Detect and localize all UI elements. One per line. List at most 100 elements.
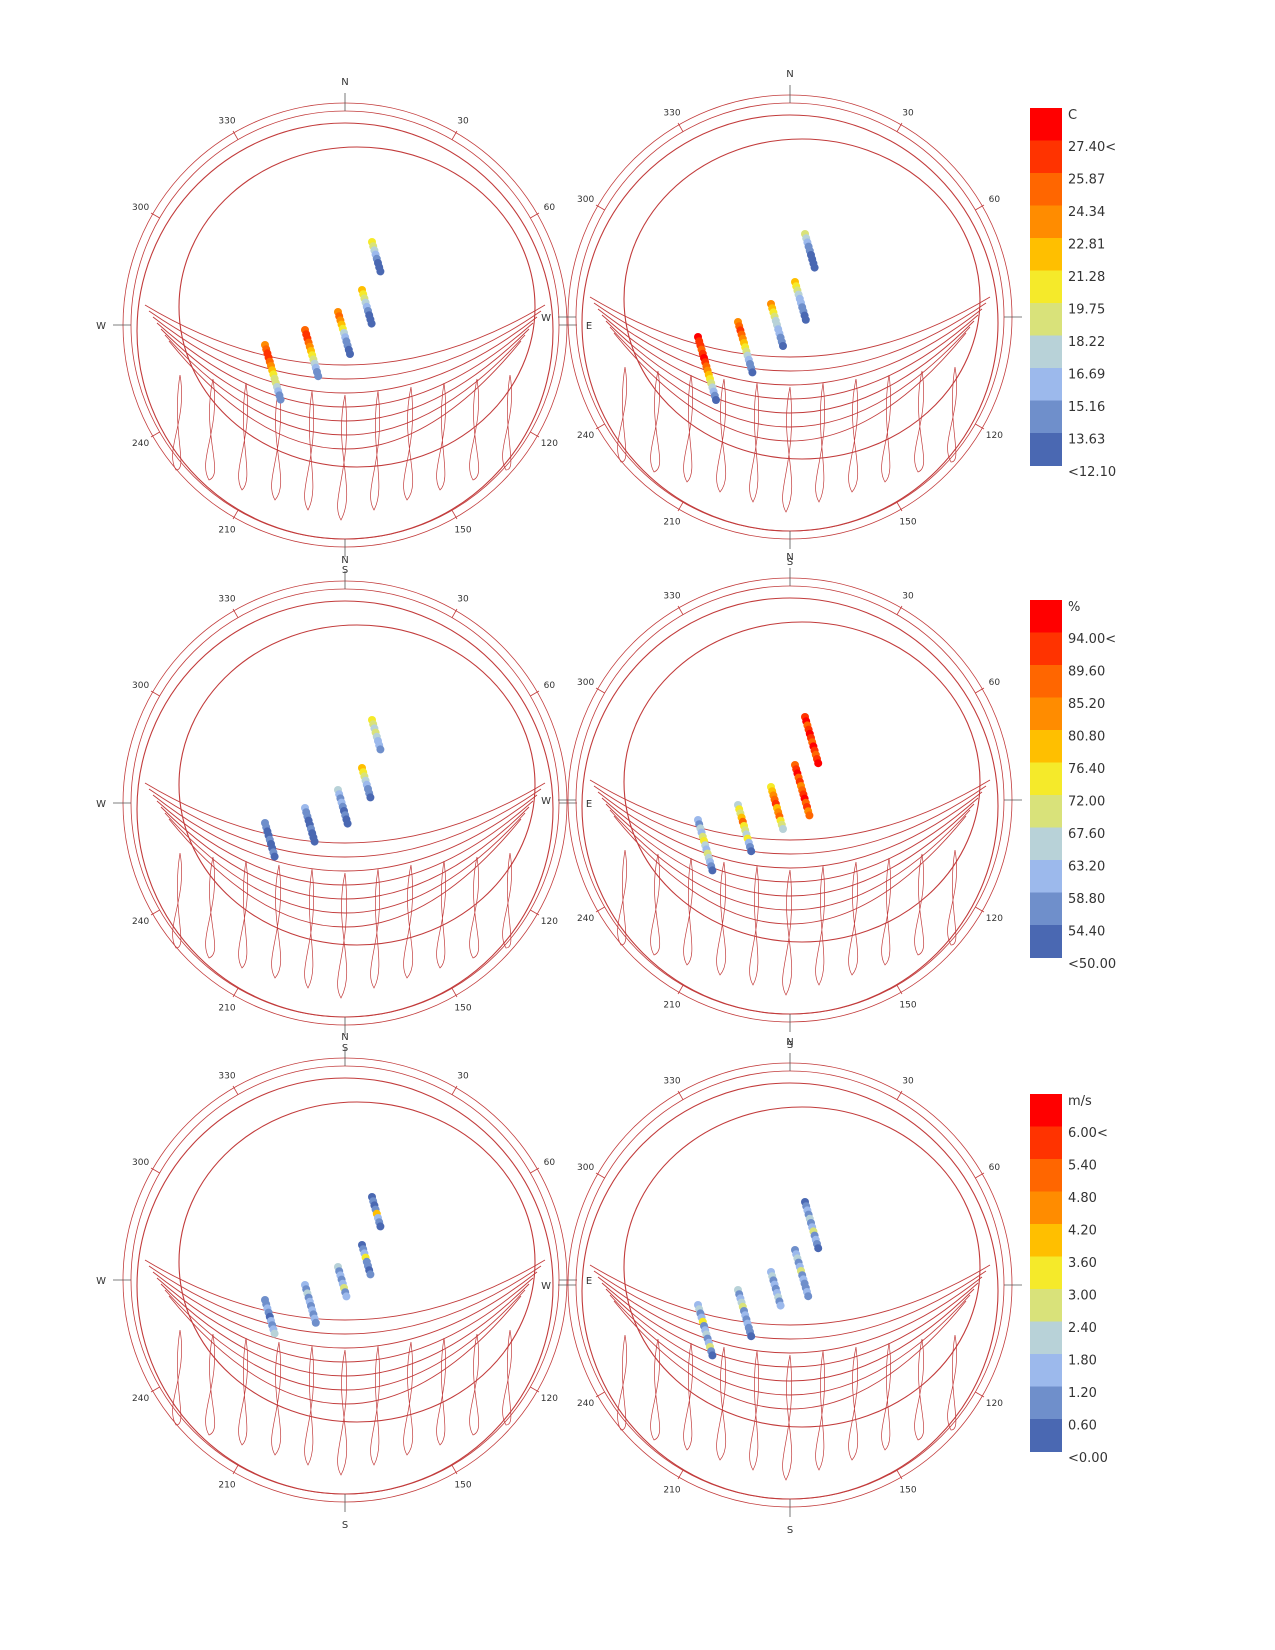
compass-degree-30: 30	[902, 109, 914, 119]
compass-tick	[595, 687, 605, 694]
compass-degree-210: 210	[663, 1000, 680, 1010]
compass-label-e: E	[586, 1276, 592, 1287]
hour-analemma	[205, 856, 216, 959]
hour-analemma	[205, 378, 216, 481]
compass-degree-300: 300	[577, 1163, 594, 1173]
altitude-arc	[605, 320, 975, 414]
legend-label: 0.60	[1068, 1419, 1097, 1434]
hour-analemma	[238, 1337, 248, 1446]
compass-label-w: W	[96, 799, 106, 810]
compass-tick	[677, 1470, 684, 1480]
hour-analemma	[683, 1342, 693, 1451]
legend-label: 2.40	[1068, 1321, 1097, 1336]
compass-label-w: W	[96, 321, 106, 332]
compass-tick	[451, 510, 458, 520]
compass-tick	[451, 1085, 458, 1095]
data-track-4	[358, 764, 375, 802]
altitude-arc	[601, 1282, 979, 1368]
compass-degree-210: 210	[218, 1480, 235, 1490]
data-point	[342, 1292, 351, 1301]
altitude-arc	[144, 782, 546, 844]
legend-unit: %	[1068, 600, 1080, 615]
legend-swatch	[1030, 925, 1062, 958]
data-track-3	[767, 1268, 785, 1310]
compass-degree-300: 300	[132, 1158, 149, 1168]
legend-label: 6.00<	[1068, 1126, 1108, 1141]
data-point	[708, 1351, 717, 1360]
compass-tick	[677, 605, 684, 615]
altitude-arc	[613, 1300, 967, 1410]
compass-tick	[896, 605, 903, 615]
hour-analemma	[881, 857, 891, 966]
hour-analemma	[403, 1341, 414, 1456]
legend-swatch	[1030, 1289, 1062, 1322]
data-point	[314, 372, 323, 381]
sun-path-dome-wind-1: N S E W 30 60 120 150 210 240 300 330	[96, 1032, 592, 1531]
data-track-2	[301, 326, 323, 381]
compass-tick	[677, 502, 684, 512]
compass-tick	[975, 1391, 985, 1398]
compass-degree-240: 240	[577, 1399, 594, 1409]
altitude-arc	[164, 812, 526, 914]
data-track-3	[334, 308, 354, 358]
data-point	[810, 263, 819, 272]
hour-analemma	[815, 1350, 825, 1471]
compass-degree-150: 150	[454, 525, 471, 535]
hour-analemma	[782, 869, 793, 996]
legend-swatch	[1030, 238, 1062, 271]
legend-label: 27.40<	[1068, 140, 1116, 155]
legend-swatch	[1030, 335, 1062, 369]
compass-degree-210: 210	[218, 525, 235, 535]
altitude-arc	[597, 1276, 983, 1354]
compass-degree-300: 300	[577, 195, 594, 205]
hour-analemma	[403, 386, 414, 501]
hour-analemma	[370, 1345, 380, 1466]
data-track-2	[734, 318, 757, 377]
legend-wind: m/s 6.00< 5.40 4.80 4.20 3.60 3.00 2.40 1.80 1.20…	[1030, 1094, 1140, 1474]
compass-label-n: N	[341, 77, 348, 88]
altitude-arc	[160, 806, 530, 900]
data-point	[776, 1301, 785, 1310]
legend-swatch	[1030, 632, 1062, 666]
altitude-arc	[609, 1294, 971, 1396]
legend-swatch	[1030, 1094, 1062, 1127]
compass-degree-120: 120	[986, 431, 1003, 441]
hour-analemma	[881, 374, 891, 483]
compass-tick	[530, 1386, 540, 1393]
legend-label: 24.34	[1068, 205, 1105, 220]
legend-label: 13.63	[1068, 433, 1105, 448]
data-track-4	[791, 1246, 813, 1301]
altitude-arc	[601, 314, 979, 400]
hour-analemma	[304, 390, 314, 511]
data-track-3	[767, 300, 787, 350]
legend-label: 1.20	[1068, 1386, 1097, 1401]
data-track-5	[801, 713, 823, 768]
data-point	[747, 847, 756, 856]
legend-label: 5.40	[1068, 1159, 1097, 1174]
compass-degree-30: 30	[457, 595, 469, 605]
data-point	[346, 350, 354, 358]
altitude-arc	[164, 1289, 526, 1391]
hour-analemma	[436, 860, 446, 969]
compass-label-s: S	[787, 1040, 793, 1051]
compass-label-n: N	[786, 552, 793, 563]
data-track-1	[261, 819, 279, 861]
compass-degree-120: 120	[541, 1394, 558, 1404]
data-point	[270, 852, 279, 861]
compass-tick	[451, 988, 458, 998]
compass-label-e: E	[586, 799, 592, 810]
compass-degree-240: 240	[577, 431, 594, 441]
compass-tick	[896, 1470, 903, 1480]
data-point	[367, 319, 376, 328]
hour-analemma	[848, 1346, 859, 1461]
legend-swatch	[1030, 108, 1062, 141]
legend-swatch	[1030, 400, 1062, 434]
hour-analemma	[172, 374, 182, 471]
compass-degree-210: 210	[663, 517, 680, 527]
legend-humidity: % 94.00< 89.60 85.20 80.80 76.40 72.00 67.60 63.…	[1030, 600, 1140, 980]
compass-tick	[150, 690, 160, 697]
compass-tick	[595, 204, 605, 211]
compass-label-w: W	[541, 796, 551, 807]
hour-analemma	[914, 1338, 925, 1441]
